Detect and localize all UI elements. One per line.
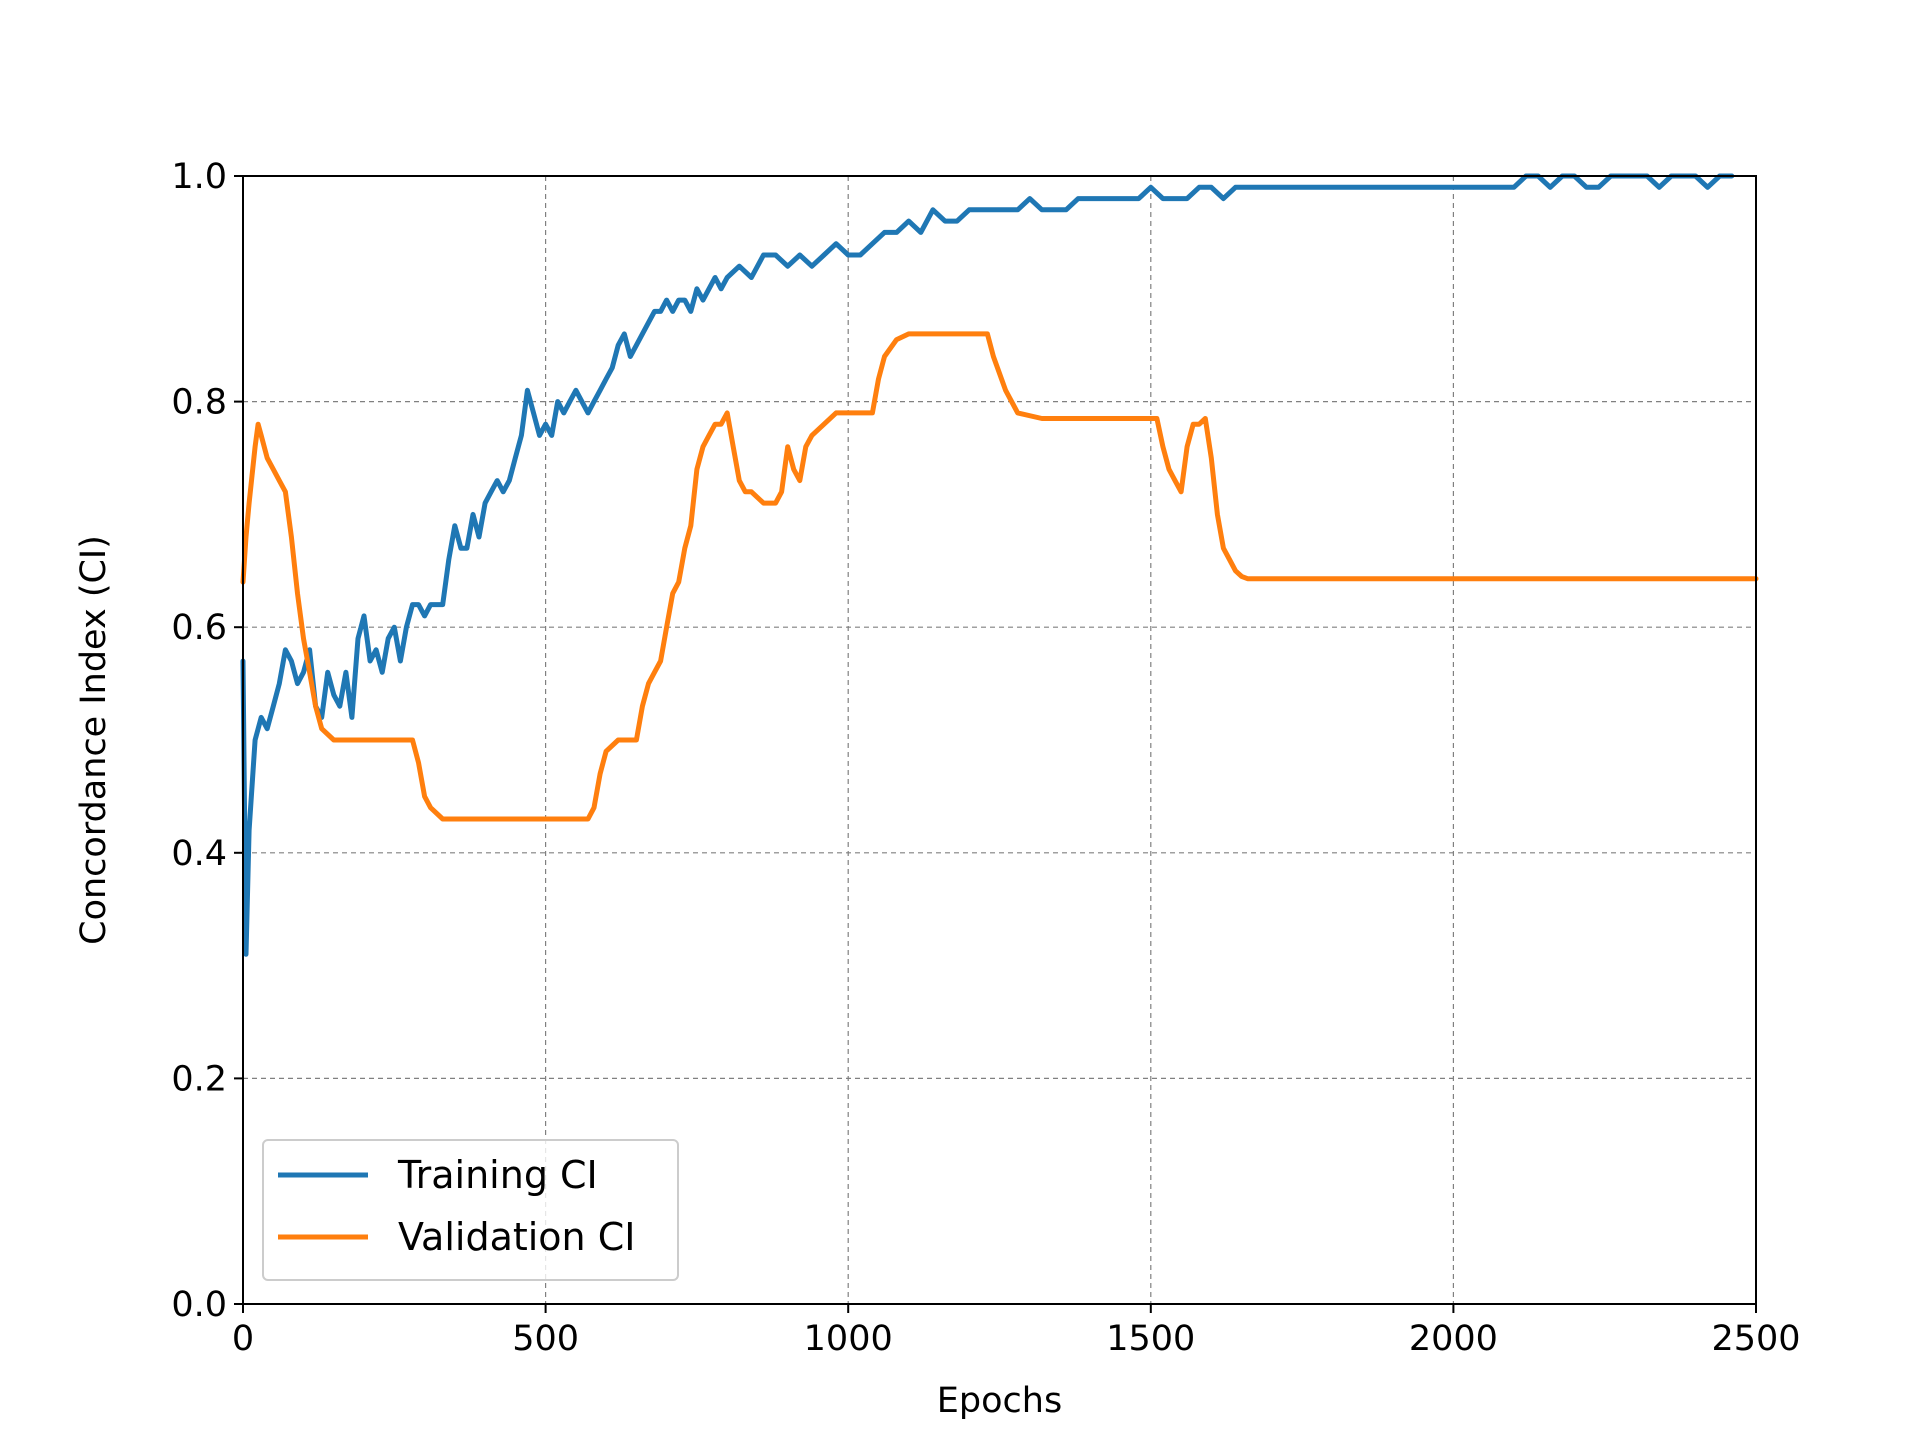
- legend-label-training: Training CI: [397, 1153, 598, 1197]
- y-tick-label: 0.4: [171, 834, 227, 874]
- axes-frame: [242, 175, 1757, 1305]
- y-tick-label: 0.6: [171, 608, 227, 648]
- y-tick-label: 0.8: [171, 383, 227, 423]
- training-ci-line: [240, 173, 1735, 957]
- grid-layer: [242, 175, 1757, 1305]
- y-tick-label: 1.0: [171, 157, 227, 197]
- x-tick-label: 500: [512, 1319, 579, 1359]
- legend-label-validation: Validation CI: [398, 1215, 635, 1259]
- y-axis-label: Concordance Index (CI): [74, 535, 114, 945]
- validation-ci-line: [240, 331, 1759, 822]
- legend: Training CI Validation CI: [262, 1139, 679, 1281]
- x-tick-label: 1000: [804, 1319, 893, 1359]
- x-tick-label: 0: [232, 1319, 254, 1359]
- x-tick-label: 1500: [1106, 1319, 1195, 1359]
- x-tick-label: 2500: [1711, 1319, 1800, 1359]
- x-tick-label: 2000: [1409, 1319, 1498, 1359]
- y-tick-label: 0.2: [171, 1059, 227, 1099]
- x-axis-label: Epochs: [937, 1381, 1062, 1421]
- y-tick-label: 0.0: [171, 1285, 227, 1325]
- ticks-layer: 0 500 1000 1500 2000 2500 0.0 0.2 0.4 0.6 0.8 1.0: [171, 157, 1800, 1359]
- series-layer: [240, 173, 1759, 957]
